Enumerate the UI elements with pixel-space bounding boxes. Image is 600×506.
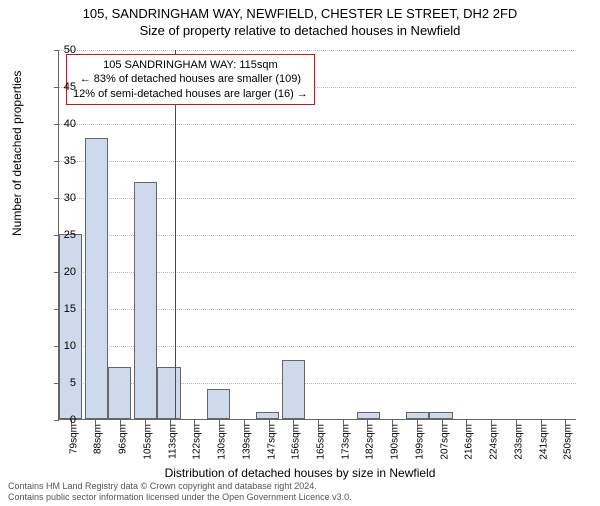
xtick-label: 233sqm — [513, 424, 524, 460]
ytick-label: 35 — [46, 155, 76, 167]
xtick-label: 224sqm — [489, 424, 500, 460]
info-line: ← 83% of detached houses are smaller (10… — [73, 72, 308, 86]
xtick-label: 156sqm — [291, 424, 302, 460]
xtick-label: 88sqm — [93, 424, 104, 454]
page-title: 105, SANDRINGHAM WAY, NEWFIELD, CHESTER … — [0, 6, 600, 21]
histogram-bar — [134, 182, 157, 419]
xtick-label: 96sqm — [118, 424, 129, 454]
xtick-label: 165sqm — [316, 424, 327, 460]
reference-line — [175, 50, 176, 419]
chart: 79sqm88sqm96sqm105sqm113sqm122sqm130sqm1… — [58, 50, 576, 420]
ytick-label: 40 — [46, 118, 76, 130]
histogram-bar — [108, 367, 131, 419]
ytick-label: 15 — [46, 303, 76, 315]
histogram-bar — [357, 412, 380, 419]
page-subtitle: Size of property relative to detached ho… — [0, 23, 600, 38]
ytick-label: 5 — [46, 377, 76, 389]
xtick-label: 79sqm — [68, 424, 79, 454]
xtick-label: 216sqm — [464, 424, 475, 460]
xtick-label: 241sqm — [538, 424, 549, 460]
footer-line: Contains public sector information licen… — [8, 492, 592, 503]
xtick-label: 182sqm — [365, 424, 376, 460]
ytick-label: 45 — [46, 81, 76, 93]
histogram-bar — [207, 389, 230, 419]
info-box: 105 SANDRINGHAM WAY: 115sqm ← 83% of det… — [66, 54, 315, 105]
ytick-label: 0 — [46, 414, 76, 426]
x-axis-label: Distribution of detached houses by size … — [0, 466, 600, 480]
xtick-label: 250sqm — [563, 424, 574, 460]
histogram-bar — [59, 234, 82, 419]
histogram-bar — [256, 412, 279, 419]
histogram-bar — [157, 367, 180, 419]
histogram-bar — [406, 412, 429, 419]
histogram-bar — [282, 360, 305, 419]
info-line: 12% of semi-detached houses are larger (… — [73, 87, 308, 101]
histogram-bar — [429, 412, 452, 419]
gridline — [59, 124, 576, 125]
ytick-label: 30 — [46, 192, 76, 204]
xtick-label: 190sqm — [390, 424, 401, 460]
ytick-label: 25 — [46, 229, 76, 241]
footer-line: Contains HM Land Registry data © Crown c… — [8, 481, 592, 492]
plot-area: 79sqm88sqm96sqm105sqm113sqm122sqm130sqm1… — [58, 50, 576, 420]
ytick-label: 10 — [46, 340, 76, 352]
xtick-label: 130sqm — [217, 424, 228, 460]
gridline — [59, 50, 576, 51]
xtick-label: 207sqm — [439, 424, 450, 460]
ytick-label: 20 — [46, 266, 76, 278]
xtick-label: 199sqm — [414, 424, 425, 460]
gridline — [59, 161, 576, 162]
xtick-label: 173sqm — [340, 424, 351, 460]
xtick-label: 105sqm — [142, 424, 153, 460]
xtick-label: 147sqm — [266, 424, 277, 460]
xtick-label: 122sqm — [192, 424, 203, 460]
histogram-bar — [85, 138, 108, 419]
y-axis-label: Number of detached properties — [10, 71, 24, 236]
info-line: 105 SANDRINGHAM WAY: 115sqm — [73, 58, 308, 72]
ytick-label: 50 — [46, 44, 76, 56]
xtick-label: 139sqm — [241, 424, 252, 460]
xtick-label: 113sqm — [167, 424, 178, 459]
